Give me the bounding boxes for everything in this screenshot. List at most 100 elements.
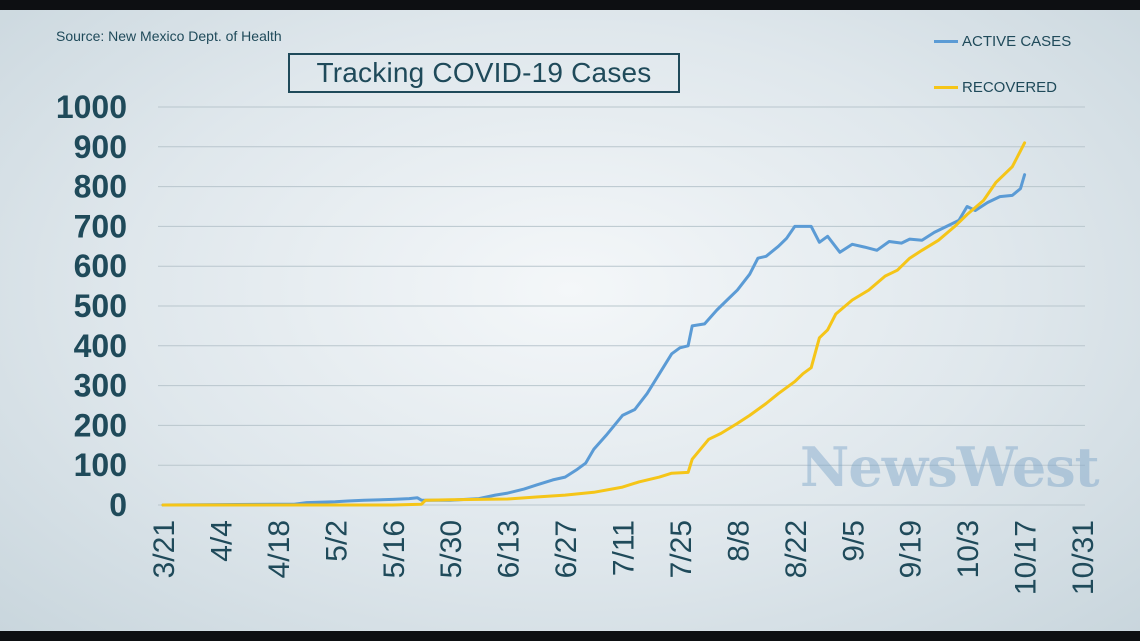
- data-point: [888, 240, 890, 243]
- data-point: [908, 257, 911, 259]
- data-point: [691, 458, 693, 461]
- data-point: [757, 257, 759, 259]
- x-tick-label: 5/16: [378, 520, 411, 578]
- data-point: [765, 255, 767, 258]
- y-tick-label: 600: [74, 248, 127, 284]
- data-point: [670, 472, 673, 475]
- data-point: [794, 380, 796, 383]
- data-point: [523, 488, 525, 490]
- legend-item-active-cases: ACTIVE CASES: [934, 33, 1071, 50]
- data-point: [449, 499, 452, 501]
- data-point: [634, 408, 636, 411]
- data-point: [392, 504, 394, 506]
- x-tick-label: 10/3: [952, 520, 985, 578]
- data-point: [506, 498, 509, 500]
- data-point: [621, 486, 624, 488]
- data-point: [593, 448, 595, 451]
- data-point: [933, 231, 936, 234]
- data-point: [954, 225, 956, 228]
- data-point: [707, 438, 710, 441]
- data-point: [392, 498, 394, 501]
- data-point: [494, 494, 497, 496]
- data-point: [995, 181, 997, 184]
- data-point: [305, 501, 308, 504]
- data-point: [851, 243, 854, 246]
- data-point: [900, 242, 903, 244]
- x-tick-label: 4/18: [263, 520, 296, 578]
- data-point: [1011, 194, 1014, 197]
- data-point: [720, 432, 722, 435]
- data-point: [584, 462, 587, 465]
- series-line-active-cases: [161, 173, 1027, 507]
- legend-item-recovered: RECOVERED: [934, 79, 1057, 96]
- data-point: [621, 414, 624, 417]
- data-point: [826, 329, 829, 331]
- data-point: [593, 491, 595, 494]
- data-point: [420, 499, 423, 502]
- x-tick-label: 8/8: [722, 520, 755, 562]
- data-point: [736, 289, 739, 291]
- x-tick-label: 10/31: [1067, 520, 1100, 595]
- data-point: [658, 372, 661, 375]
- data-point: [334, 501, 337, 503]
- data-point: [876, 249, 878, 252]
- data-point: [424, 499, 427, 502]
- data-point: [416, 497, 419, 499]
- x-tick-label: 6/13: [493, 520, 526, 578]
- data-point: [802, 372, 804, 375]
- data-point: [363, 499, 365, 502]
- data-point: [1023, 142, 1026, 144]
- data-point: [552, 479, 554, 481]
- data-point: [1003, 173, 1005, 176]
- data-point: [777, 392, 780, 395]
- data-point: [1011, 165, 1014, 168]
- x-tick-label: 10/17: [1010, 520, 1043, 595]
- series-layer: [161, 141, 1027, 507]
- x-tick-label: 6/27: [550, 520, 583, 578]
- data-point: [277, 504, 279, 506]
- x-tick-label: 4/4: [205, 520, 238, 562]
- data-point: [839, 251, 841, 254]
- chart-stage: Source: New Mexico Dept. of Health Track…: [0, 10, 1140, 631]
- data-point: [1019, 150, 1022, 152]
- x-tick-label: 9/19: [895, 520, 928, 578]
- data-point: [937, 239, 940, 242]
- data-point: [867, 289, 870, 291]
- data-point: [748, 273, 751, 276]
- data-point: [420, 503, 423, 506]
- data-point: [1023, 173, 1026, 176]
- data-point: [646, 392, 648, 395]
- newswest-logo-watermark: NewsWest: [800, 435, 1100, 499]
- data-point: [908, 238, 911, 240]
- data-point: [818, 337, 821, 339]
- y-tick-label: 200: [74, 407, 127, 443]
- data-point: [982, 199, 985, 202]
- data-point: [921, 249, 923, 252]
- data-point: [966, 205, 968, 208]
- data-point: [794, 225, 796, 228]
- data-point: [748, 414, 751, 417]
- data-point: [810, 225, 812, 228]
- data-point: [605, 434, 607, 437]
- x-tick-label: 5/30: [435, 520, 468, 578]
- x-tick-label: 5/2: [320, 520, 353, 562]
- data-point: [691, 325, 693, 327]
- x-tick-label: 7/25: [665, 520, 698, 578]
- data-point: [564, 476, 566, 478]
- series-points-recovered: [162, 142, 1026, 506]
- data-point: [810, 366, 812, 369]
- data-point: [777, 245, 780, 248]
- data-point: [408, 497, 411, 500]
- data-point: [670, 353, 673, 355]
- data-point: [658, 476, 661, 478]
- y-tick-label: 1000: [56, 89, 127, 125]
- data-point: [945, 225, 948, 228]
- data-point: [638, 481, 640, 483]
- legend-label-recovered: RECOVERED: [962, 79, 1058, 96]
- data-point: [851, 299, 854, 301]
- legend-swatch-active: [934, 40, 958, 43]
- data-point: [986, 201, 989, 204]
- y-tick-label: 300: [74, 368, 127, 404]
